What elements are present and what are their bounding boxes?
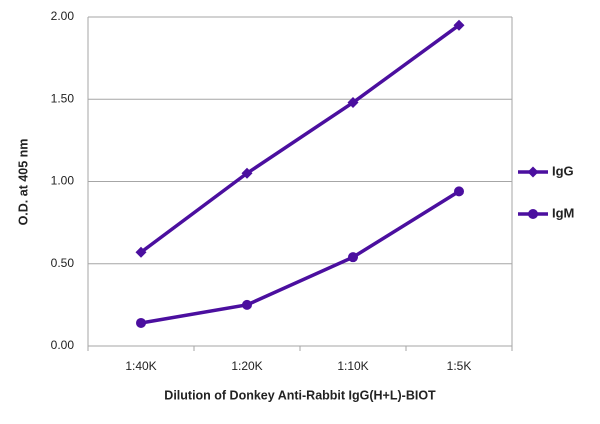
data-point [453,19,465,31]
y-axis-title: O.D. at 405 nm [16,139,30,226]
x-tick-label: 1:5K [447,359,472,373]
x-axis-title: Dilution of Donkey Anti-Rabbit IgG(H+L)-… [164,388,436,402]
y-tick-label: 0.00 [51,338,75,352]
x-tick-label: 1:20K [231,359,262,373]
y-tick-label: 2.00 [51,9,75,23]
data-point [348,252,358,263]
series-line [140,189,460,325]
y-tick-label: 1.00 [51,174,75,188]
data-point [347,97,359,109]
data-point [454,186,464,197]
y-tick-label: 1.50 [51,91,75,105]
legend-label: IgG [552,163,574,178]
data-point [136,317,146,328]
legend-marker [527,166,539,178]
x-tick-label: 1:10K [337,359,368,373]
series-line [139,23,461,254]
legend-label: IgM [552,205,574,220]
x-tick-label: 1:40K [125,359,156,373]
data-point [241,167,253,179]
legend-marker [528,209,538,219]
y-tick-label: 0.50 [51,256,75,270]
data-point [135,246,147,258]
data-point [242,299,252,310]
